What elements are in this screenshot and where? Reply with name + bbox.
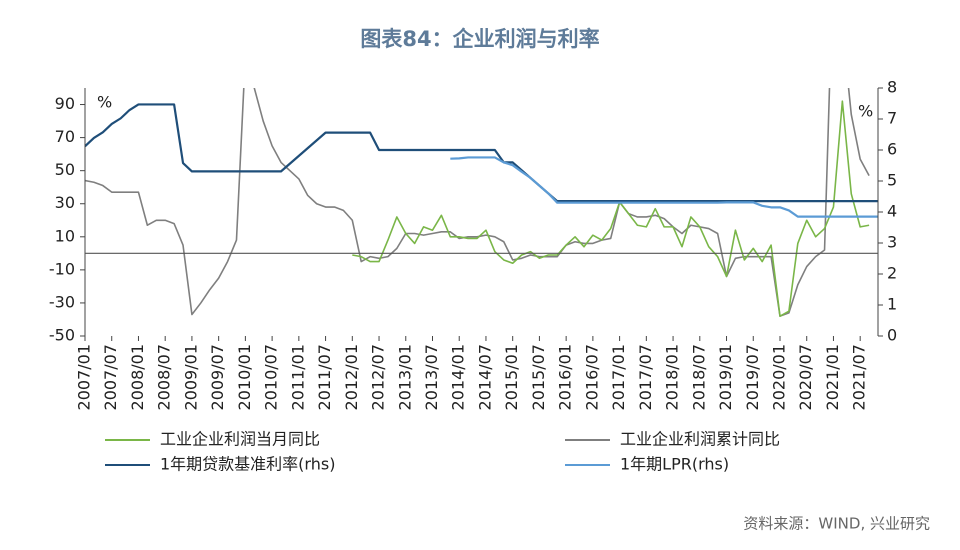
y2-axis-unit: % [858, 102, 873, 121]
x-tick-label: 2010/01 [235, 344, 254, 410]
y2-tick-label: 8 [887, 78, 897, 97]
x-tick-label: 2017/07 [636, 344, 655, 410]
x-tick-label: 2012/01 [342, 344, 361, 410]
chart-title: 图表84：企业利润与利率 [360, 27, 599, 51]
y-tick-label: 90 [55, 94, 75, 113]
x-tick-label: 2018/07 [689, 344, 708, 410]
series-line [85, 88, 870, 317]
x-tick-label: 2009/01 [181, 344, 200, 410]
x-tick-label: 2007/07 [101, 344, 120, 410]
x-tick-label: 2009/07 [208, 344, 227, 410]
plot-area [85, 88, 878, 317]
legend-label: 工业企业利润累计同比 [620, 430, 780, 449]
y2-tick-label: 7 [887, 109, 897, 128]
y-axis-unit: % [97, 93, 112, 112]
y-tick-label: 50 [55, 160, 75, 179]
x-tick-label: 2008/07 [155, 344, 174, 410]
y-tick-label: -30 [49, 292, 75, 311]
x-tick-label: 2013/01 [395, 344, 414, 410]
x-tick-label: 2010/07 [262, 344, 281, 410]
y-tick-label: 30 [55, 193, 75, 212]
x-tick-label: 2015/01 [502, 344, 521, 410]
x-tick-label: 2017/01 [609, 344, 628, 410]
x-tick-label: 2019/07 [743, 344, 762, 410]
series-line [352, 100, 870, 317]
x-tick-label: 2021/07 [850, 344, 869, 410]
source-note: 资料来源：WIND, 兴业研究 [743, 515, 930, 533]
y-tick-label: -50 [49, 326, 75, 345]
x-tick-label: 2008/01 [128, 344, 147, 410]
series-line [450, 156, 878, 218]
series-line [85, 103, 878, 203]
legend-label: 1年期LPR(rhs) [620, 455, 729, 474]
x-tick-label: 2012/07 [369, 344, 388, 410]
y-tick-label: 10 [55, 226, 75, 245]
y2-tick-label: 3 [887, 233, 897, 252]
x-tick-label: 2020/07 [796, 344, 815, 410]
y2-tick-label: 6 [887, 140, 897, 159]
x-tick-label: 2019/01 [716, 344, 735, 410]
y2-tick-label: 2 [887, 264, 897, 283]
legend-label: 1年期贷款基准利率(rhs) [160, 455, 335, 474]
x-tick-label: 2018/01 [663, 344, 682, 410]
x-tick-label: 2011/01 [288, 344, 307, 410]
y-tick-label: -10 [49, 259, 75, 278]
y2-tick-label: 1 [887, 295, 897, 314]
x-tick-label: 2015/07 [529, 344, 548, 410]
x-tick-label: 2020/01 [769, 344, 788, 410]
x-tick-label: 2014/07 [475, 344, 494, 410]
y-tick-label: 70 [55, 127, 75, 146]
x-tick-label: 2013/07 [422, 344, 441, 410]
y2-tick-label: 0 [887, 326, 897, 345]
x-tick-label: 2016/07 [582, 344, 601, 410]
x-tick-label: 2011/07 [315, 344, 334, 410]
x-tick-label: 2016/01 [556, 344, 575, 410]
y2-tick-label: 4 [887, 202, 897, 221]
x-tick-label: 2007/01 [75, 344, 94, 410]
x-tick-label: 2021/01 [823, 344, 842, 410]
legend-label: 工业企业利润当月同比 [160, 430, 320, 449]
y2-tick-label: 5 [887, 171, 897, 190]
x-tick-label: 2014/01 [449, 344, 468, 410]
